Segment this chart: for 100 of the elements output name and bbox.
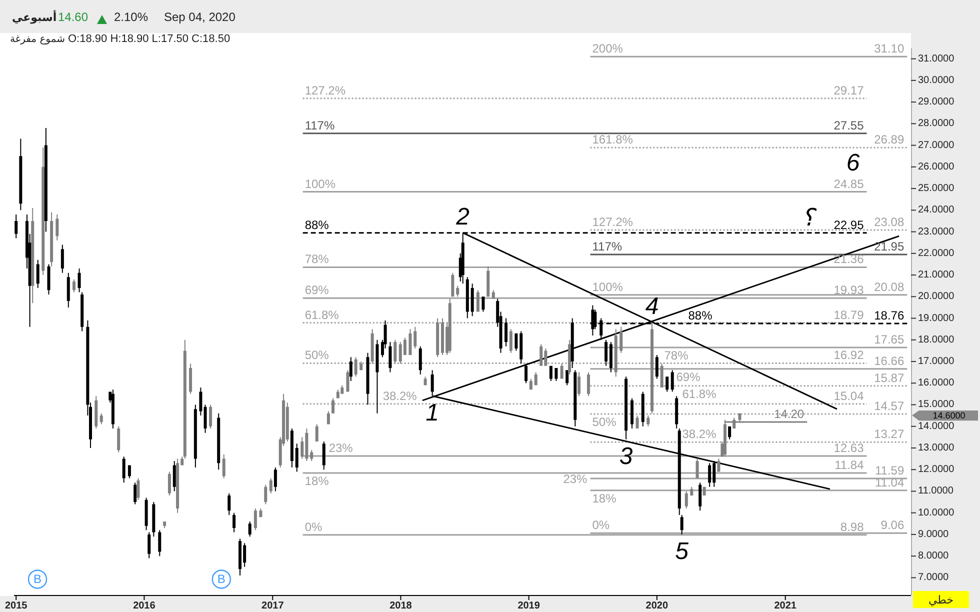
series-label: 127.2%	[304, 83, 346, 98]
series-label: 88%	[688, 308, 713, 322]
y-tick-label: 21.0000	[918, 270, 955, 281]
y-tick-label: 16.0000	[918, 378, 955, 389]
series-label: 127.2%	[592, 215, 634, 230]
text: خطي	[928, 594, 954, 606]
text: 14.6000	[932, 410, 966, 421]
y-tick-label: 27.0000	[918, 140, 955, 151]
text: Sep 04, 2020	[164, 10, 236, 24]
data-label: 21.95	[874, 239, 904, 254]
data-label: 16.92	[834, 348, 864, 362]
annotation: B	[217, 572, 226, 586]
data-label: 13.27	[874, 427, 904, 442]
series-label: 117%	[304, 118, 335, 132]
series-label: 18%	[592, 491, 617, 506]
y-tick-label: 24.0000	[918, 204, 955, 216]
chart-title: أسبوعي	[12, 10, 57, 24]
y-tick-label: 19.0000	[918, 312, 955, 324]
annotation: 2	[455, 203, 470, 230]
series-label: 0%	[592, 518, 610, 532]
y-tick-label: 14.0000	[918, 420, 955, 432]
data-label: 16.66	[874, 354, 904, 368]
series-label: 78%	[304, 252, 330, 266]
series-label: 50%	[304, 348, 330, 362]
annotation: 3	[619, 442, 634, 470]
x-tick-label: 2018	[390, 600, 412, 612]
series-label: 69%	[676, 370, 701, 384]
y-tick-label: 12.0000	[918, 464, 955, 476]
annotation: 6	[846, 150, 860, 176]
text: O:18.90 H:18.90 L:17.50 C:18.50	[68, 33, 230, 45]
series-label: 88%	[304, 218, 330, 232]
data-label: 24.85	[834, 176, 864, 191]
series-label: 61.8%	[304, 308, 340, 322]
series-label: 69%	[304, 283, 330, 298]
series-label: 61.8%	[682, 386, 717, 401]
series-label: 100%	[304, 176, 336, 191]
y-tick-label: 17.0000	[918, 356, 955, 367]
annotation: B	[34, 572, 42, 586]
annotation: ؟	[802, 204, 818, 232]
series-label: 78%	[664, 348, 689, 362]
y-tick-label: 10.0000	[918, 507, 955, 518]
y-tick-label: 11.0000	[918, 486, 954, 497]
series-label: 38.2%	[682, 427, 717, 442]
y-tick-label: 22.0000	[918, 248, 955, 259]
y-tick-label: 13.0000	[918, 442, 955, 454]
series-label: 100%	[592, 280, 624, 294]
data-label: 8.98	[840, 520, 864, 534]
data-label: 26.89	[874, 132, 904, 147]
data-label: 11.59	[875, 463, 904, 478]
data-label: 23.08	[874, 215, 904, 230]
text: 14.60	[58, 10, 88, 24]
data-label: 22.95	[834, 218, 864, 232]
y-tick-label: 8.0000	[918, 550, 950, 562]
series-label: 200%	[592, 42, 624, 56]
y-tick-label: 26.0000	[918, 161, 955, 172]
x-tick-label: 2017	[262, 600, 284, 612]
data-label: 15.04	[834, 388, 864, 403]
y-tick-label: 30.0000	[918, 74, 955, 86]
data-label: 15.87	[874, 370, 904, 385]
data-label: 20.08	[874, 280, 904, 294]
data-label: 14.20	[774, 407, 804, 422]
data-label: 14.57	[874, 399, 904, 414]
y-tick-label: 18.0000	[918, 334, 955, 346]
y-tick-label: 25.0000	[918, 183, 955, 194]
data-label: 19.93	[834, 283, 864, 298]
data-label: 9.06	[880, 518, 904, 532]
series-label: 50%	[592, 415, 617, 430]
data-label: 21.36	[834, 252, 864, 266]
series-label: 23%	[563, 472, 588, 486]
chart-subtitle: شموع مفرغة	[10, 34, 65, 45]
series-label: 117%	[592, 239, 622, 254]
y-tick-label: 23.0000	[918, 226, 955, 238]
x-tick-label: 2015	[4, 600, 28, 612]
y-tick-label: 9.0000	[918, 528, 950, 540]
data-label: 31.10	[874, 42, 904, 56]
annotation: 1	[426, 400, 439, 427]
series-label: 23%	[328, 440, 354, 455]
series-label: 38.2%	[382, 388, 418, 403]
y-tick-label: 20.0000	[918, 291, 955, 302]
y-tick-label: 31.0000	[918, 53, 955, 64]
series-label: 18%	[304, 474, 330, 488]
data-label: 27.55	[834, 118, 864, 132]
data-label: 17.65	[874, 332, 904, 346]
x-tick-label: 2019	[518, 600, 540, 612]
x-tick-label: 2016	[133, 600, 156, 612]
text: 2.10%	[114, 10, 148, 24]
annotation: 4	[645, 293, 659, 320]
y-tick-label: 7.0000	[918, 572, 950, 584]
data-label: 29.17	[834, 83, 864, 98]
data-label: 18.76	[874, 308, 904, 322]
y-tick-label: 15.0000	[918, 399, 955, 410]
series-label: 161.8%	[592, 132, 634, 147]
data-label: 18.79	[834, 308, 864, 322]
series-label: 0%	[304, 520, 322, 534]
annotation: 5	[675, 538, 690, 565]
x-tick-label: 2021	[774, 600, 797, 612]
y-tick-label: 29.0000	[918, 96, 955, 108]
x-tick-label: 2020	[646, 600, 668, 612]
data-label: 11.84	[834, 458, 864, 472]
data-label: 12.63	[834, 440, 864, 455]
